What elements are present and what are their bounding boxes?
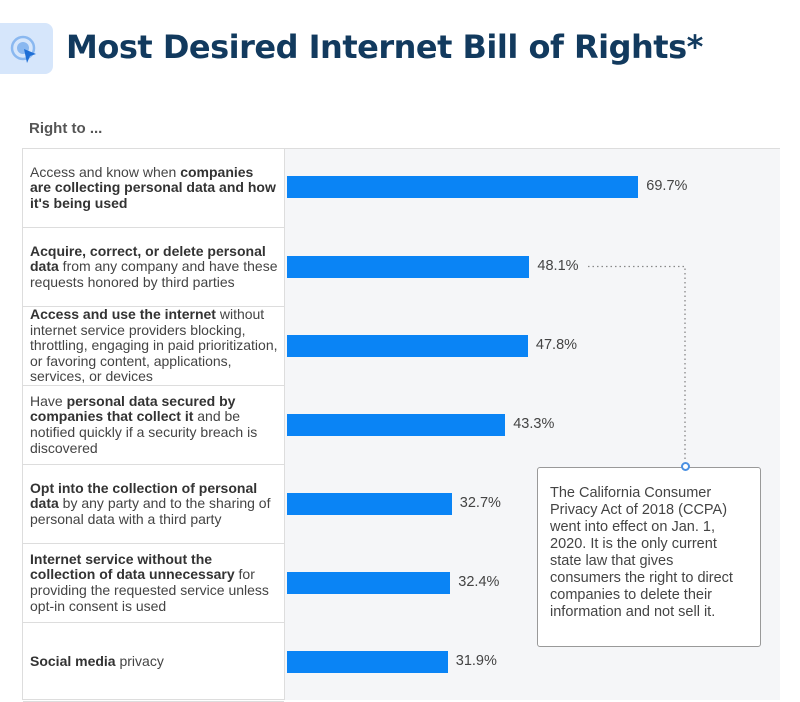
category-label: Have personal data secured by companies … xyxy=(23,386,284,465)
value-label: 43.3% xyxy=(513,415,555,432)
bar xyxy=(287,650,448,673)
label-segment: from any company and have these requests… xyxy=(30,258,278,290)
label-segment: privacy xyxy=(115,653,164,670)
category-label: Access and use the internet without inte… xyxy=(23,306,284,386)
label-segment: by any party and to the sharing of perso… xyxy=(30,495,271,527)
value-label: 48.1% xyxy=(537,257,579,274)
label-segment: without internet service providers block… xyxy=(30,306,278,385)
bar xyxy=(287,175,639,198)
label-segment: Acquire, correct, or delete personal dat… xyxy=(30,242,266,275)
label-segment: and be notified quickly if a security br… xyxy=(30,408,258,456)
bar xyxy=(287,571,451,594)
bar xyxy=(287,492,452,515)
label-segment: Access and know when xyxy=(30,163,181,180)
label-segment: Internet service without the collection … xyxy=(30,550,235,583)
category-label: Opt into the collection of personal data… xyxy=(23,465,284,544)
label-segment: companies are collecting personal data a… xyxy=(30,163,276,211)
bar xyxy=(287,334,528,357)
value-label: 47.8% xyxy=(535,336,578,353)
label-segment: Opt into the collection of personal data xyxy=(30,479,258,512)
label-segment: Have xyxy=(30,392,67,409)
bar xyxy=(287,413,506,436)
value-label: 32.4% xyxy=(458,573,500,590)
label-segment: Social media xyxy=(30,653,116,670)
bar xyxy=(287,255,530,278)
column-header: Right to ... xyxy=(29,120,103,137)
label-segment: Access and use the internet xyxy=(30,306,216,323)
category-label: Internet service without the collection … xyxy=(23,544,284,623)
value-label: 69.7% xyxy=(646,177,688,194)
category-label: Access and know when companies are colle… xyxy=(23,149,284,228)
label-segment: for providing the requested service unle… xyxy=(30,566,269,614)
value-label: 31.9% xyxy=(455,652,497,669)
annotation-anchor-dot xyxy=(681,462,690,471)
logo xyxy=(0,23,53,74)
category-label: Acquire, correct, or delete personal dat… xyxy=(23,228,284,307)
annotation-box: The California Consumer Privacy Act of 2… xyxy=(537,467,761,647)
page-title: Most Desired Internet Bill of Rights* xyxy=(66,28,703,66)
label-segment: personal data secured by companies that … xyxy=(30,392,236,425)
value-label: 32.7% xyxy=(459,494,501,511)
category-labels: Access and know when companies are colle… xyxy=(22,148,285,702)
cursor-click-icon xyxy=(10,35,36,63)
